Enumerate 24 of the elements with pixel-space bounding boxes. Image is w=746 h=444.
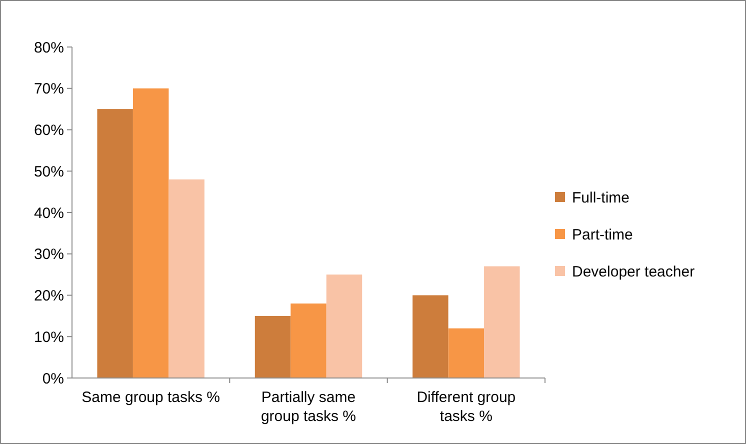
legend-label: Full-time — [572, 189, 630, 206]
bar — [168, 179, 204, 378]
bar — [412, 295, 448, 378]
y-tick-label: 60% — [34, 122, 64, 139]
y-tick-label: 10% — [34, 328, 64, 346]
bar — [326, 274, 362, 378]
bar — [254, 316, 291, 378]
y-tick-label: 40% — [34, 204, 64, 222]
y-tick-label: 70% — [34, 80, 64, 98]
y-tick-label: 50% — [34, 163, 64, 180]
y-tick-label: 80% — [34, 39, 64, 56]
bar — [290, 304, 326, 378]
x-tick-label: Different group tasks % — [416, 389, 516, 425]
bar — [448, 328, 484, 378]
legend-label: Developer teacher — [572, 263, 695, 280]
x-tick-label: Same group tasks % — [82, 389, 220, 406]
y-tick-label: 30% — [34, 246, 64, 264]
legend-label: Part-time — [572, 226, 633, 244]
bar — [132, 88, 169, 378]
y-tick-label: 0% — [42, 370, 64, 388]
bar — [97, 109, 133, 378]
x-tick-label: Partially same group tasks % — [260, 389, 356, 425]
y-tick-label: 20% — [34, 288, 64, 304]
bar — [484, 266, 520, 378]
